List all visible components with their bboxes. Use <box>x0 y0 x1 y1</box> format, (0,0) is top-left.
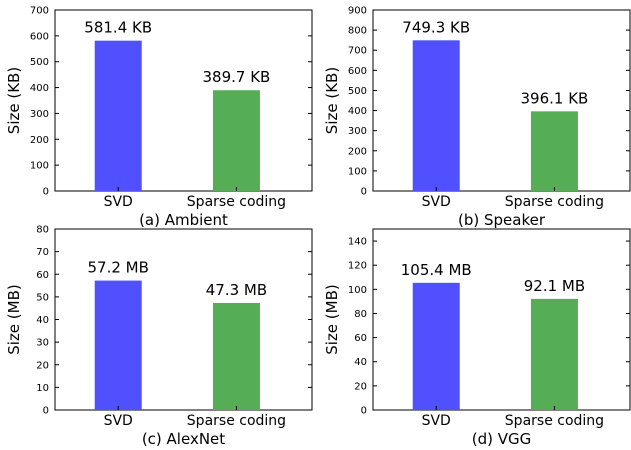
y-tick-label: 70 <box>36 247 49 258</box>
y-tick-label: 60 <box>36 270 49 281</box>
y-tick-label: 600 <box>30 31 49 42</box>
chart-panel-3: 0 10 20 30 40 50 60 70 80 57.2 MB SVD 47.3 MB Sparse… <box>5 225 313 448</box>
y-tick-label: 600 <box>348 66 367 77</box>
bar-value-label: 749.3 KB <box>402 18 470 36</box>
y-tick-label: 500 <box>30 57 49 68</box>
panel-caption: (b) Speaker <box>458 211 546 229</box>
chart-panel-1: 0 100 200 300 400 500 600 700 581.4 KB SVD 389.7 K… <box>5 6 313 229</box>
bar-value-label: 47.3 MB <box>206 281 267 299</box>
bar-svd <box>412 282 460 410</box>
y-tick-label: 120 <box>348 261 367 272</box>
y-tick-label: 80 <box>36 225 49 236</box>
bar-value-label: 396.1 KB <box>521 89 589 107</box>
panel-caption: (a) Ambient <box>139 211 228 229</box>
y-tick-label: 10 <box>36 383 49 394</box>
y-axis-label: Size (MB) <box>323 284 341 355</box>
y-tick-label: 700 <box>30 6 49 17</box>
y-tick-label: 40 <box>36 315 49 326</box>
y-axis-label: Size (KB) <box>5 67 23 134</box>
y-tick-label: 0 <box>361 406 367 417</box>
x-category-label: SVD <box>104 194 133 210</box>
y-tick-label: 400 <box>30 83 49 94</box>
x-category-label: SVD <box>422 194 451 210</box>
y-tick-label: 0 <box>43 406 49 417</box>
bar-sparse-coding <box>530 111 578 191</box>
y-tick-label: 300 <box>30 109 49 120</box>
y-tick-label: 0 <box>361 187 367 198</box>
y-axis-label: Size (MB) <box>5 284 23 355</box>
y-tick-label: 0 <box>43 187 49 198</box>
x-category-label: Sparse coding <box>505 413 604 429</box>
y-tick-label: 30 <box>36 338 49 349</box>
y-tick-label: 200 <box>348 146 367 157</box>
y-tick-label: 300 <box>348 126 367 137</box>
x-category-label: SVD <box>422 413 451 429</box>
y-tick-label: 100 <box>348 285 367 296</box>
x-category-label: SVD <box>104 413 133 429</box>
bar-value-label: 581.4 KB <box>84 19 152 37</box>
y-tick-label: 140 <box>348 237 367 248</box>
y-tick-label: 800 <box>348 26 367 37</box>
y-tick-label: 500 <box>348 86 367 97</box>
y-tick-label: 100 <box>30 161 49 172</box>
plot-frame <box>372 228 631 411</box>
plot-frame <box>372 9 631 192</box>
bar-svd <box>94 280 142 410</box>
bar-sparse-coding <box>212 302 260 410</box>
y-tick-label: 700 <box>348 46 367 57</box>
y-tick-label: 100 <box>348 166 367 177</box>
y-tick-label: 50 <box>36 292 49 303</box>
plot-frame <box>54 228 313 411</box>
x-category-label: Sparse coding <box>187 413 286 429</box>
panel-caption: (c) AlexNet <box>142 430 225 448</box>
y-tick-label: 60 <box>354 333 367 344</box>
bar-sparse-coding <box>212 90 260 191</box>
y-tick-label: 400 <box>348 106 367 117</box>
bar-svd <box>94 40 142 192</box>
plot-frame <box>54 9 313 192</box>
chart-panel-2: 0 100 200 300 400 500 600 700 800 900 749.3 KB SVD 3… <box>323 6 631 229</box>
y-tick-label: 900 <box>348 6 367 17</box>
y-tick-label: 40 <box>354 357 367 368</box>
x-category-label: Sparse coding <box>187 194 286 210</box>
panel-caption: (d) VGG <box>472 430 532 448</box>
bar-value-label: 92.1 MB <box>524 277 585 295</box>
y-tick-label: 80 <box>354 309 367 320</box>
y-tick-label: 200 <box>30 135 49 146</box>
y-axis-label: Size (KB) <box>323 67 341 134</box>
bar-value-label: 57.2 MB <box>88 259 149 277</box>
y-tick-label: 20 <box>354 381 367 392</box>
bar-svd <box>412 40 460 191</box>
x-category-label: Sparse coding <box>505 194 604 210</box>
y-tick-label: 20 <box>36 360 49 371</box>
chart-panel-4: 0 20 40 60 80 100 120 140 105.4 MB SVD 92.1 MB Spar… <box>323 228 631 448</box>
bar-sparse-coding <box>530 298 578 410</box>
bar-value-label: 105.4 MB <box>401 261 472 279</box>
bar-value-label: 389.7 KB <box>203 68 271 86</box>
